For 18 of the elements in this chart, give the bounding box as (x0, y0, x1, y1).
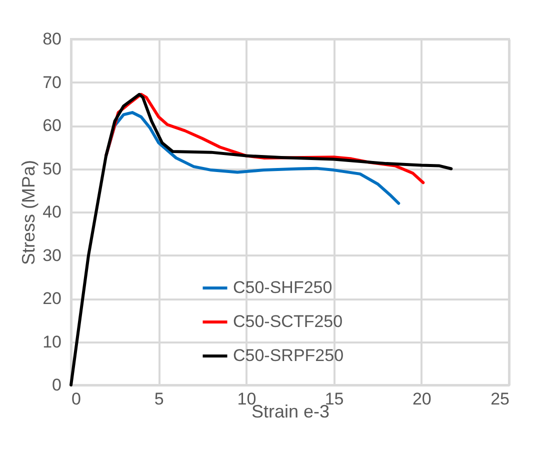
y-tick-label: 30 (42, 246, 62, 265)
y-tick-label: 40 (42, 202, 62, 222)
y-tick-label: 0 (52, 376, 62, 394)
y-tick-label: 70 (42, 72, 62, 92)
y-tick-label: 50 (42, 159, 62, 178)
y-tick-label: 10 (42, 332, 62, 352)
y-axis-title: Stress (MPa) (18, 160, 39, 266)
y-tick-label: 20 (42, 289, 62, 308)
x-tick-label: 25 (490, 390, 510, 408)
legend-label: C50-SHF250 (233, 278, 332, 297)
x-tick-label: 0 (72, 390, 81, 408)
legend-label: C50-SRPF250 (233, 346, 344, 365)
y-tick-label: 60 (42, 116, 62, 135)
legend-label: C50-SCTF250 (233, 312, 343, 331)
line-series (70, 92, 453, 386)
y-tick-label: 80 (42, 30, 62, 48)
x-tick-label: 5 (154, 390, 164, 408)
x-tick-label: 20 (412, 390, 432, 408)
